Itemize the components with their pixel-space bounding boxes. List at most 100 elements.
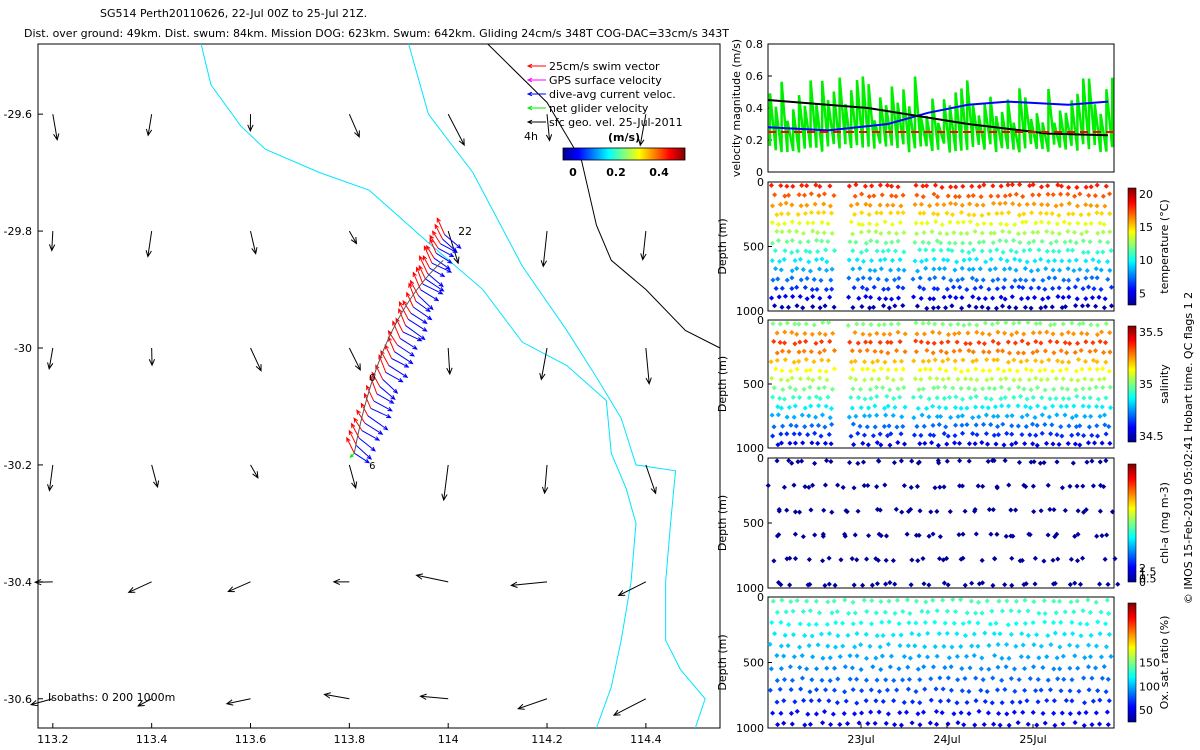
temperature-point [878, 230, 884, 237]
chla-point [787, 582, 793, 588]
salinity-point [1023, 366, 1029, 372]
temperature-point [994, 210, 1000, 217]
temperature-point [858, 249, 864, 255]
oxygen-point [922, 644, 928, 650]
oxygen-point [1044, 697, 1050, 704]
temperature-point [1023, 277, 1029, 283]
salinity-point [1103, 359, 1109, 365]
salinity-point [940, 321, 946, 327]
oxygen-point [942, 620, 948, 626]
temperature-point [1017, 182, 1023, 188]
salinity-point [1003, 320, 1009, 326]
salinity-point [1039, 430, 1045, 436]
temperature-point [945, 257, 951, 263]
oxygen-point [955, 677, 961, 683]
salinity-point [823, 368, 829, 375]
oxygen-point [1036, 610, 1042, 616]
temperature-point [896, 275, 902, 281]
salinity-point [952, 433, 958, 439]
temperature-point [1052, 258, 1058, 264]
oxygen-point [845, 632, 851, 638]
oxygen-point [907, 655, 913, 661]
temperature-point [1077, 191, 1083, 197]
salinity-point [846, 414, 852, 420]
geo-vel-arrow [127, 581, 152, 593]
chla-point [1080, 483, 1086, 489]
chla-point [1032, 555, 1038, 561]
salinity-point [867, 386, 873, 393]
salinity-point [1059, 433, 1065, 439]
salinity-axes-frame [767, 319, 1115, 449]
salinity-point [811, 322, 817, 328]
chla-point [957, 458, 963, 464]
swim-vector [398, 301, 409, 320]
oxygen-point [922, 686, 928, 692]
chla-point [1070, 460, 1076, 466]
chla-point [1009, 582, 1015, 588]
oxygen-point [774, 699, 780, 705]
temperature-point [858, 229, 864, 235]
salinity-point [797, 376, 804, 382]
temperature-point [1021, 230, 1028, 236]
salinity-point [944, 441, 950, 447]
salinity-point [1033, 321, 1039, 327]
temperature-point [817, 295, 823, 301]
salinity-point [848, 359, 854, 365]
oxygen-point [896, 666, 902, 672]
chla-point [1105, 581, 1111, 587]
chla-point [1062, 507, 1068, 514]
oxygen-point [1027, 676, 1033, 682]
temperature-point [913, 220, 919, 226]
salinity-point [861, 432, 868, 438]
salinity-point [878, 349, 884, 355]
salinity-point [784, 431, 790, 437]
temperature-point [1089, 295, 1096, 301]
oxygen-point [909, 720, 915, 726]
chla-point [1041, 460, 1047, 466]
salinity-point [998, 396, 1004, 402]
salinity-point [951, 348, 957, 354]
geo-vel-arrow [47, 464, 54, 492]
temperature-point [1038, 219, 1044, 225]
temperature-point [1053, 203, 1059, 209]
temperature-point [862, 183, 868, 189]
temperature-point [804, 202, 810, 208]
temperature-point [923, 247, 929, 253]
geo-vel-arrow [48, 231, 56, 252]
salinity-point [966, 385, 972, 391]
oxygen-point [937, 675, 943, 681]
oxygen-point [897, 643, 903, 649]
temperature-point [810, 220, 816, 226]
temperature-point [988, 193, 994, 199]
oxygen-point [841, 710, 847, 717]
salinity-point [945, 433, 951, 439]
salinity-point [777, 339, 783, 346]
chla-point [792, 509, 798, 515]
temperature-point [802, 284, 808, 291]
oxygen-colorbar-tick: 50 [1139, 704, 1153, 717]
salinity-point [1022, 441, 1028, 447]
temperature-point [941, 202, 947, 208]
salinity-point [870, 359, 876, 365]
oxygen-point [772, 631, 778, 637]
oxygen-point [874, 633, 880, 639]
chla-point [935, 458, 941, 464]
oxygen-point [975, 643, 981, 649]
temperature-point [827, 294, 833, 300]
salinity-point [1015, 403, 1021, 409]
oxygen-point [909, 699, 916, 705]
salinity-point [820, 319, 826, 326]
temperature-point [823, 286, 829, 293]
temperature-point [831, 248, 838, 254]
dac-vector [407, 318, 428, 332]
salinity-point [1023, 424, 1029, 430]
temperature-point [778, 201, 784, 208]
oxygen-point [791, 654, 797, 660]
salinity-point [935, 442, 941, 448]
oxygen-point [873, 698, 879, 704]
map-panel: 113.2 113.4 113.6 113.8 114 114.2 114.4-29.6-2… [4, 43, 721, 746]
temperature-point [1030, 182, 1036, 188]
temperature-point [769, 203, 776, 209]
temperature-point [997, 237, 1003, 244]
temperature-point [846, 183, 852, 189]
